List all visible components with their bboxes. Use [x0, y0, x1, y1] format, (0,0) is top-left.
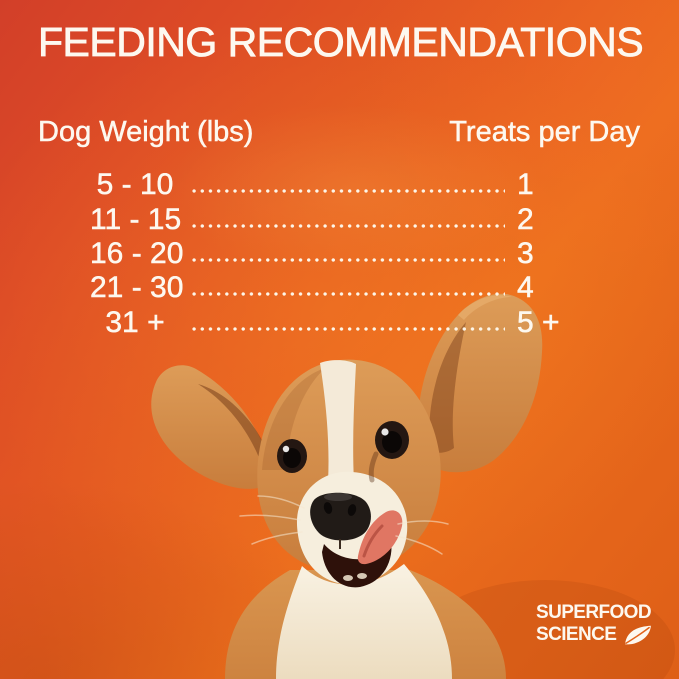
table-row: 11 - 15 2 — [0, 202, 679, 236]
table-row: 31 + 5 + — [0, 306, 679, 340]
weight-value: 21 - 30 — [90, 271, 184, 305]
table-row: 21 - 30 4 — [0, 271, 679, 305]
table-row: 5 - 10 1 — [0, 168, 679, 202]
brand-logo: SUPERFOOD SCIENCE — [536, 603, 654, 646]
dog-left-ear — [151, 365, 273, 489]
dog-tongue — [357, 510, 403, 565]
brand-name-line1: SUPERFOOD — [536, 602, 652, 623]
table-row: 16 - 20 3 — [0, 237, 679, 271]
treats-column-header: Treats per Day — [449, 116, 640, 149]
dog-whiskers — [239, 495, 449, 555]
dotted-leader — [190, 222, 505, 229]
dog-blaze — [320, 360, 356, 482]
brand-name-line2: SCIENCE — [536, 623, 617, 645]
weight-value: 31 + — [105, 305, 165, 340]
dotted-leader — [190, 256, 505, 263]
dog-chest — [276, 564, 452, 679]
table-header-row: Dog Weight (lbs) Treats per Day — [0, 116, 679, 149]
page-title: FEEDING RECOMMENDATIONS — [38, 19, 644, 65]
dotted-leader — [190, 188, 505, 195]
weight-value: 16 - 20 — [90, 236, 184, 271]
weight-value: 11 - 15 — [90, 202, 182, 236]
treats-value: 3 — [517, 236, 534, 271]
dotted-leader — [190, 325, 505, 332]
dog-mouth — [322, 540, 392, 588]
treats-value: 1 — [517, 168, 534, 202]
leaf-icon — [625, 625, 652, 645]
treats-value: 5 + — [517, 305, 560, 340]
dog-right-ear — [417, 293, 543, 473]
treats-value: 2 — [517, 202, 534, 236]
dog-eyes — [277, 421, 409, 483]
feeding-table: 5 - 10 1 11 - 15 2 16 - 20 3 21 - 30 4 3… — [0, 168, 679, 340]
weight-value: 5 - 10 — [96, 168, 174, 202]
treats-value: 4 — [517, 271, 534, 305]
dog-nose — [310, 492, 371, 549]
dotted-leader — [190, 291, 505, 298]
weight-column-header: Dog Weight (lbs) — [38, 116, 254, 149]
